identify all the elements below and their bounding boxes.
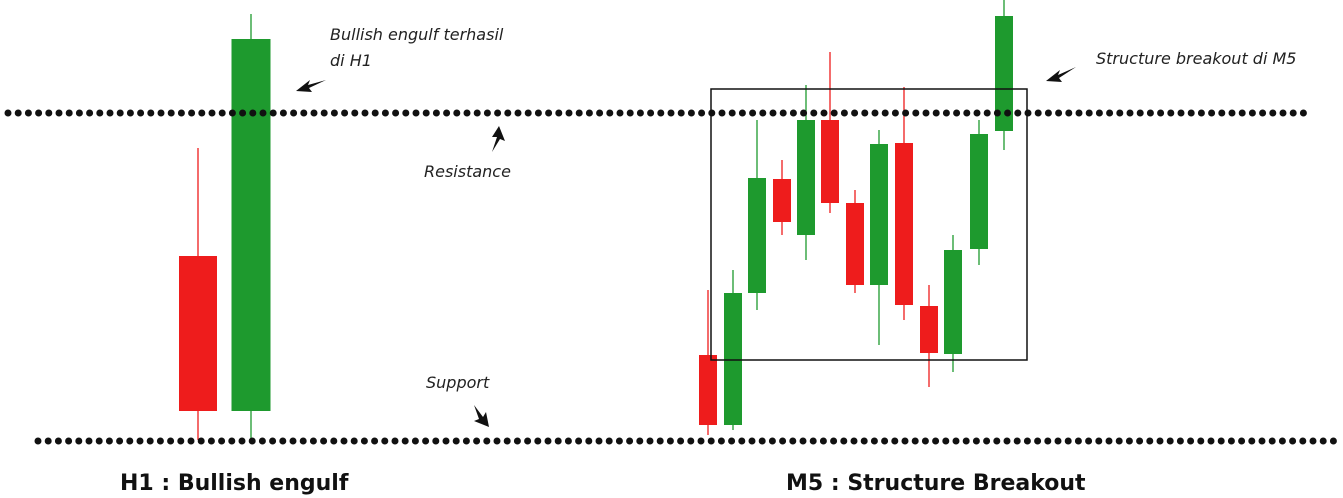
left-heading: H1 : Bullish engulf	[120, 471, 349, 496]
candle-body	[821, 120, 839, 203]
support-label: Support	[426, 373, 490, 392]
breakout-note: Structure breakout di M5	[1096, 49, 1296, 68]
candle-body	[748, 178, 766, 293]
candle-body	[870, 144, 888, 285]
candle-body	[179, 256, 217, 411]
candle-body	[797, 120, 815, 235]
candle-body	[724, 293, 742, 425]
resistance-label: Resistance	[424, 162, 511, 181]
candle-body	[895, 143, 913, 305]
arrow	[296, 80, 326, 92]
engulf-note: di H1	[330, 51, 372, 70]
right-heading: M5 : Structure Breakout	[786, 471, 1086, 496]
candle-body	[920, 306, 938, 353]
arrow	[1046, 67, 1076, 82]
candle-body	[970, 134, 988, 249]
candle-body	[231, 39, 271, 411]
arrow	[492, 126, 505, 152]
engulf-note: Bullish engulf terhasil	[330, 25, 504, 44]
arrows	[296, 67, 1076, 427]
candles	[179, 0, 1013, 440]
candle-body	[699, 355, 717, 425]
candle-body	[995, 16, 1013, 131]
arrow	[474, 405, 489, 427]
candle-body	[944, 250, 962, 354]
structure-box	[710, 88, 1028, 361]
candle-body	[773, 179, 791, 222]
candle-body	[846, 203, 864, 285]
